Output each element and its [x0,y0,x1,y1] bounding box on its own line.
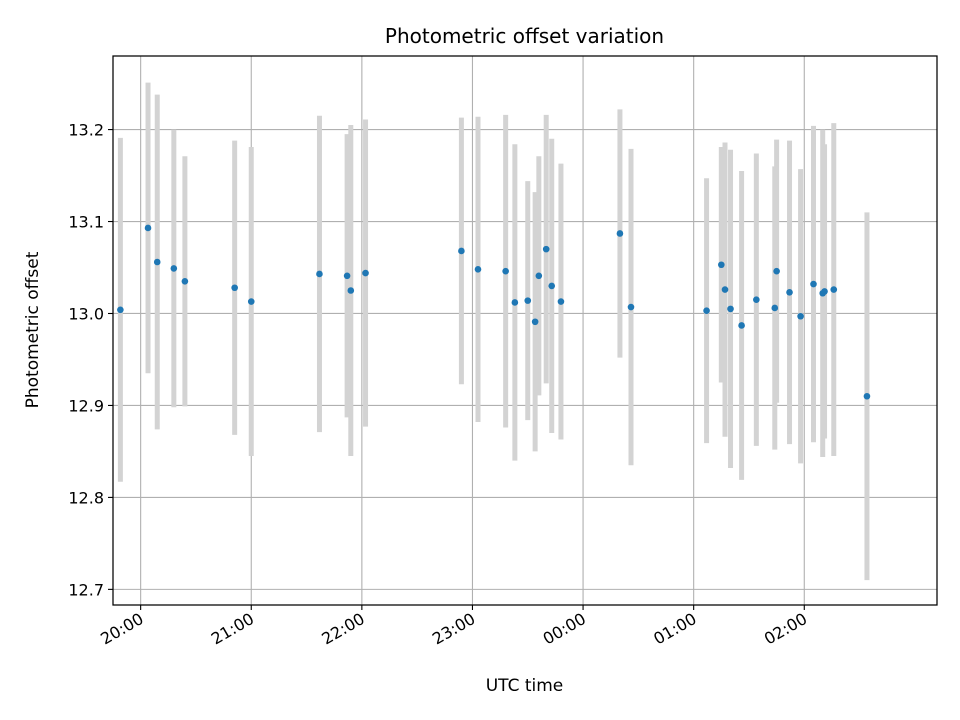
data-point [810,280,817,288]
data-points [117,224,871,400]
data-point [362,269,369,277]
data-point [458,247,465,255]
data-point [821,288,828,295]
y-tick-label: 12.7 [68,580,104,599]
data-point [247,298,255,305]
data-point [153,258,161,266]
data-point [343,272,351,280]
data-point [830,286,838,293]
y-tick-label: 12.8 [68,488,104,507]
data-point [727,305,734,313]
data-point [773,267,780,275]
data-point [548,282,556,290]
data-point [144,224,152,232]
data-point [502,267,509,275]
data-point [511,299,519,306]
data-point [170,265,178,272]
data-point [181,278,189,285]
data-point [524,297,532,304]
data-point [738,322,745,329]
data-point [753,296,760,303]
data-point [616,230,624,237]
data-point [797,312,804,320]
y-axis: 12.7 12.8 12.9 13.0 13.1 13.2 [68,121,113,599]
data-point [347,287,355,294]
data-point [863,392,871,400]
data-point [557,298,565,305]
x-axis-label: UTC time [486,676,564,696]
chart-title: Photometric offset variation [385,24,664,48]
data-point [703,307,710,315]
data-point [718,261,725,269]
data-point [231,284,238,292]
data-point [316,270,323,278]
y-tick-label: 12.9 [68,396,104,415]
y-tick-label: 13.0 [68,304,104,323]
data-point [531,318,539,326]
data-point [474,266,482,273]
y-tick-label: 13.1 [68,213,104,232]
data-point [542,245,550,253]
data-point [721,286,729,293]
data-point [535,272,543,280]
plot-area-frame [112,55,938,606]
y-tick-label: 13.2 [68,121,104,140]
data-point [786,289,793,296]
data-point [771,304,779,312]
data-point [627,303,635,311]
y-axis-label: Photometric offset [23,251,43,408]
data-point [117,306,124,314]
